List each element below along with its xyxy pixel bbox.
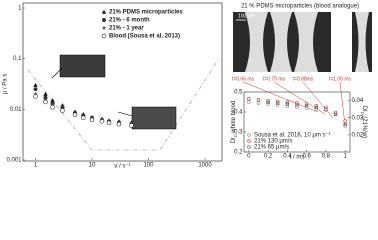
marker: [343, 119, 347, 123]
y-tick-label: 1: [18, 6, 22, 12]
legend-label: Blood (Sousa et al. 2013): [109, 34, 180, 40]
plot-frame: [22, 2, 223, 162]
page: {"chart_data": [ {"type": "scatter", "x_…: [2, 2, 372, 168]
y-axis-label-part: D: [233, 134, 238, 137]
marker: [324, 107, 328, 111]
y2-tick-label: 0.03: [352, 115, 364, 121]
arrow: [51, 67, 63, 79]
scale-label: 100 μm: [238, 13, 255, 19]
legend-label: 21% 65 μm/s: [254, 145, 289, 151]
marker: [43, 95, 48, 100]
x-tick-label: 0.6: [302, 154, 311, 160]
marker: [99, 119, 105, 124]
x-tick-label: 0.4: [283, 154, 292, 160]
marker: [247, 97, 251, 101]
guide-line: [27, 59, 219, 151]
marker: [276, 101, 280, 105]
x-tick-label: 1: [34, 163, 38, 168]
marker: [60, 108, 65, 113]
channel: [355, 12, 369, 72]
y-tick-label: 0.001: [6, 158, 22, 164]
arrow: [117, 111, 133, 117]
x-tick-label: 1: [344, 154, 348, 160]
x-tick-label: 100: [143, 163, 154, 168]
marker: [101, 25, 107, 30]
marker: [314, 105, 318, 110]
legend-label: 21% - 1 year: [109, 26, 144, 32]
legend-label: Sousa et al. 2016, 10 μm s⁻¹: [254, 133, 331, 139]
y-axis-label-part: DI: [231, 137, 237, 143]
marker: [101, 9, 107, 14]
y-tick-label: 0.5: [234, 90, 243, 96]
y2-axis-label-part: (21%/w): [361, 115, 367, 139]
marker: [43, 99, 48, 105]
marker: [80, 115, 86, 121]
inset-image: [131, 106, 177, 130]
marker: [89, 117, 95, 123]
marker: [247, 133, 251, 137]
x-tick-label: 0.8: [322, 154, 331, 160]
y-axis-label: DID whole blood: [231, 101, 238, 144]
marker: [116, 121, 122, 127]
x-tick-label: 0.2: [264, 154, 273, 160]
x-axis-label: t / ms: [290, 155, 305, 161]
y-tick-label: 0.01: [10, 107, 22, 113]
legend-label: 21% - 6 month: [109, 18, 150, 24]
y2-axis-label: DID (21%/w): [360, 106, 367, 139]
y-axis-label: μ / Pa s: [3, 74, 9, 94]
marker: [33, 87, 38, 92]
marker: [295, 103, 299, 107]
marker: [266, 100, 270, 104]
x-tick-label: 0: [247, 154, 251, 160]
marker: [256, 101, 261, 105]
marker: [305, 104, 309, 108]
time-label: t=0.88ms: [293, 76, 314, 82]
plot-frame: [243, 91, 351, 153]
legend-label: 21% PDMS microparticles: [109, 10, 183, 16]
marker: [333, 112, 338, 116]
marker: [50, 104, 55, 110]
channel: [245, 12, 318, 72]
time-label: t=0.66 ms: [232, 76, 255, 82]
time-label: t=1.00 ms: [329, 76, 352, 82]
panel-title: 21 % PDMS microparticles (blood analogue…: [241, 4, 359, 10]
marker: [33, 91, 38, 97]
inset-image: [59, 54, 106, 78]
marker: [102, 18, 106, 22]
micrograph-panel: [233, 12, 372, 72]
legend-label: 21% 130 μm/s: [254, 139, 292, 145]
y-tick-label: 0.4: [234, 110, 243, 116]
marker: [72, 112, 78, 118]
y2-axis-label-part: D: [360, 112, 365, 115]
marker: [43, 91, 48, 96]
x-axis-label: γ̇ / s⁻¹: [114, 164, 130, 168]
y-tick-label: 0.3: [234, 130, 243, 136]
y-axis-label-part: whole blood: [231, 101, 237, 135]
marker: [247, 139, 251, 143]
y-tick-label: 0.2: [234, 150, 243, 156]
y2-tick-label: 0.04: [352, 98, 364, 104]
marker: [33, 94, 38, 99]
y-tick-label: 0.1: [13, 56, 22, 62]
marker: [101, 33, 107, 39]
marker: [343, 122, 347, 127]
time-label: t=0.75 ms: [263, 76, 286, 82]
y2-tick-label: 0.02: [352, 132, 364, 138]
marker: [106, 120, 112, 126]
x-tick-label: 1000: [198, 163, 212, 168]
marker: [285, 102, 289, 106]
marker: [33, 82, 38, 87]
marker: [256, 97, 261, 102]
x-tick-label: 10: [89, 163, 96, 168]
marker: [129, 123, 134, 128]
marker: [50, 98, 55, 103]
figure: 21 % PDMS microparticles (blood analogue…: [3, 2, 372, 168]
marker: [247, 145, 251, 149]
marker: [247, 100, 251, 104]
y2-axis-label-part: DI: [361, 106, 367, 112]
